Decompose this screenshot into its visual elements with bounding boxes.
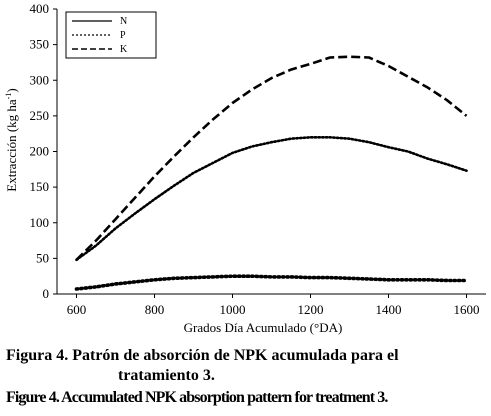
- x-tick-label: 1600: [454, 302, 480, 317]
- y-tick-label: 0: [43, 286, 50, 301]
- y-tick-label: 100: [30, 215, 50, 230]
- x-tick-label: 600: [67, 302, 87, 317]
- y-axis-title-main: Extracción (kg ha: [4, 99, 19, 192]
- legend-label-p: P: [120, 30, 126, 41]
- legend-box: [65, 11, 157, 59]
- y-tick-label: 50: [36, 250, 49, 265]
- y-axis-title-end: ): [4, 88, 19, 92]
- figure-caption-en: Figure 4. Accumulated NPK absorption pat…: [6, 389, 388, 406]
- y-axis-title: Extracción (kg ha-1): [4, 88, 19, 191]
- legend-label-k: K: [120, 44, 128, 55]
- series-line-k: [75, 55, 468, 261]
- chart: 0 50 100 150 200 250 300 350 400 600 800 1000 1200 1…: [4, 1, 486, 335]
- x-tick-label: 1000: [220, 302, 246, 317]
- x-axis: 600 800 1000 1200 1400 1600: [67, 294, 480, 317]
- y-tick-label: 150: [30, 179, 50, 194]
- x-axis-title: Grados Día Acumulado (°DA): [184, 320, 343, 335]
- series-layer: [74, 55, 469, 291]
- y-tick-label: 200: [30, 144, 50, 159]
- legend: N P K: [65, 11, 157, 59]
- y-tick-label: 250: [30, 108, 50, 123]
- legend-label-n: N: [120, 16, 127, 27]
- x-tick-label: 800: [145, 302, 165, 317]
- figure-caption-es-line2: tratamiento 3.: [118, 367, 215, 384]
- series-line-n: [75, 136, 468, 262]
- figure-caption-es-line1: Figura 4. Patrón de absorción de NPK acu…: [6, 347, 399, 364]
- series-line-p: [74, 274, 469, 291]
- x-tick-label: 1200: [298, 302, 324, 317]
- y-axis-title-sup: -1: [4, 93, 13, 100]
- y-tick-label: 350: [30, 37, 50, 52]
- y-tick-label: 400: [30, 1, 50, 16]
- x-tick-label: 1400: [376, 302, 402, 317]
- y-axis: 0 50 100 150 200 250 300 350 400: [30, 1, 57, 301]
- y-tick-label: 300: [30, 72, 50, 87]
